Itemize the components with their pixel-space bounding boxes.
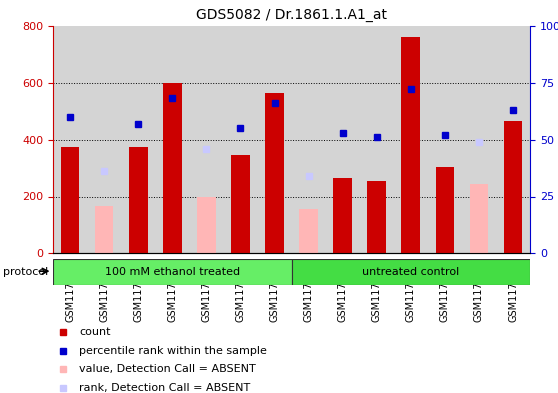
Bar — [401, 37, 420, 253]
Bar — [299, 209, 318, 253]
Text: count: count — [79, 327, 110, 337]
Bar — [129, 147, 147, 253]
Bar — [53, 259, 291, 285]
Bar — [367, 181, 386, 253]
Bar — [291, 259, 530, 285]
Text: 100 mM ethanol treated: 100 mM ethanol treated — [105, 267, 240, 277]
Bar — [155, 26, 189, 253]
Bar — [189, 26, 223, 253]
Bar — [257, 26, 291, 253]
Bar — [470, 184, 488, 253]
Bar — [265, 92, 284, 253]
Text: protocol: protocol — [3, 267, 48, 277]
Bar — [291, 26, 326, 253]
Title: GDS5082 / Dr.1861.1.A1_at: GDS5082 / Dr.1861.1.A1_at — [196, 8, 387, 22]
Bar — [231, 155, 250, 253]
Bar — [496, 26, 530, 253]
Bar — [326, 26, 360, 253]
Text: untreated control: untreated control — [362, 267, 459, 277]
Text: rank, Detection Call = ABSENT: rank, Detection Call = ABSENT — [79, 383, 251, 393]
Bar — [95, 206, 113, 253]
Bar — [223, 26, 257, 253]
Bar — [333, 178, 352, 253]
Bar — [197, 196, 216, 253]
Bar — [163, 83, 182, 253]
Bar — [53, 26, 87, 253]
Text: value, Detection Call = ABSENT: value, Detection Call = ABSENT — [79, 364, 256, 375]
Bar — [360, 26, 394, 253]
Bar — [462, 26, 496, 253]
Bar — [504, 121, 522, 253]
Text: percentile rank within the sample: percentile rank within the sample — [79, 345, 267, 356]
Bar — [121, 26, 155, 253]
Bar — [428, 26, 462, 253]
Bar — [87, 26, 121, 253]
Bar — [61, 147, 79, 253]
Bar — [394, 26, 428, 253]
Bar — [436, 167, 454, 253]
